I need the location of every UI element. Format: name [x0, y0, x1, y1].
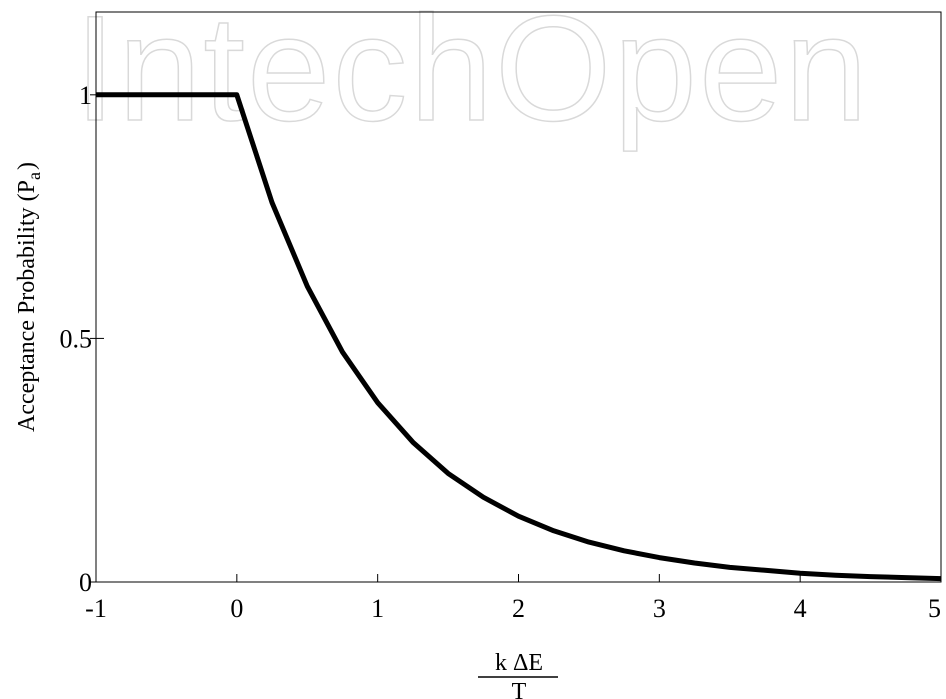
- x-axis-label-denominator: T: [512, 679, 527, 699]
- y-tick-label: 0: [79, 568, 92, 597]
- x-tick-label: 4: [794, 594, 807, 623]
- x-tick-label: 3: [653, 594, 666, 623]
- acceptance-probability-line: [96, 92, 942, 582]
- y-tick-label: 0.5: [60, 324, 93, 353]
- x-tick-label: -1: [85, 594, 107, 623]
- y-tick-label: 1: [79, 81, 92, 110]
- x-tick-label: 1: [371, 594, 384, 623]
- x-tick-label: 5: [928, 594, 941, 623]
- x-axis-label-numerator: k ΔE: [495, 650, 543, 676]
- x-axis-ticks: -1 0 1 2 3 4 5: [85, 574, 942, 623]
- x-tick-label: 0: [230, 594, 243, 623]
- y-axis-ticks: 00.51: [60, 81, 104, 597]
- y-axis-label: Acceptance Probability (Pa): [14, 162, 44, 432]
- x-tick-label: 2: [512, 594, 525, 623]
- watermark-logo: IntechOpen: [74, 0, 870, 152]
